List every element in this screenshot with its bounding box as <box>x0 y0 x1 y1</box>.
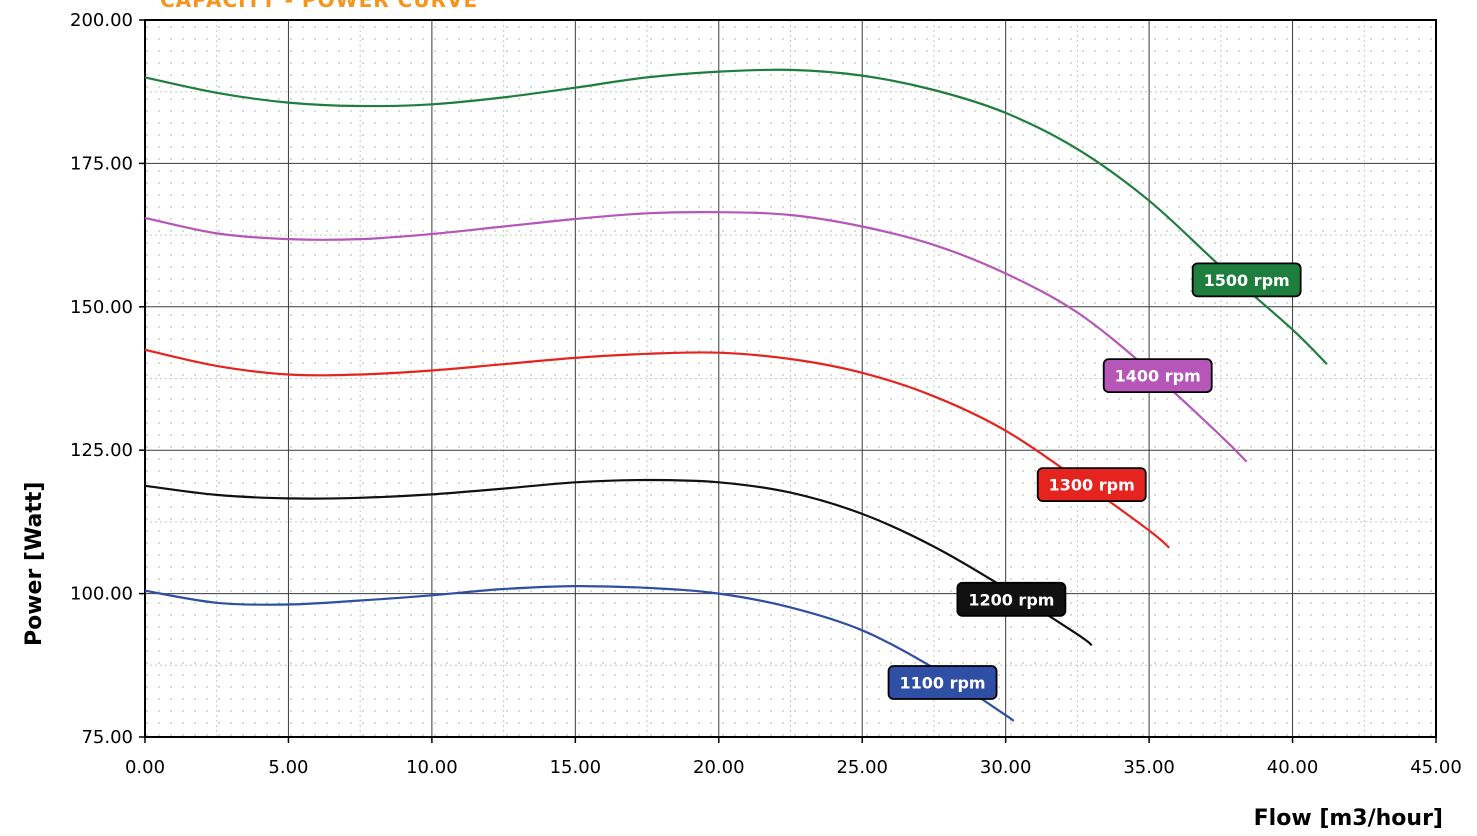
series-line-1500-rpm <box>144 68 1328 365</box>
x-tick-label: 20.00 <box>693 757 745 778</box>
x-tick-label: 5.00 <box>268 757 308 778</box>
y-axis-label: Power [Watt] <box>22 481 47 646</box>
y-tick-label: 175.00 <box>70 153 133 174</box>
series-label-1100-rpm: 1100 rpm <box>899 674 985 693</box>
y-tick-label: 100.00 <box>70 584 133 605</box>
series-label-1200-rpm: 1200 rpm <box>968 590 1054 609</box>
x-tick-label: 0.00 <box>125 757 165 778</box>
series-line-1200-rpm <box>144 478 1093 647</box>
series-label-1500-rpm: 1500 rpm <box>1204 271 1290 290</box>
x-tick-label: 35.00 <box>1123 757 1175 778</box>
x-tick-label: 45.00 <box>1410 757 1462 778</box>
series-label-box-1200-rpm <box>956 581 1067 617</box>
series-line-1100-rpm <box>144 584 1015 722</box>
x-tick-label: 30.00 <box>980 757 1032 778</box>
chart-title: CAPACITY - POWER CURVE <box>160 0 479 12</box>
plot-frame <box>144 19 1437 738</box>
y-tick-label: 200.00 <box>70 10 133 31</box>
series-line-1300-rpm <box>144 348 1170 549</box>
series-label-1300-rpm: 1300 rpm <box>1049 476 1135 495</box>
y-tick-label: 125.00 <box>70 440 133 461</box>
series-label-1400-rpm: 1400 rpm <box>1115 367 1201 386</box>
series-line-1400-rpm <box>144 210 1248 463</box>
x-tick-label: 40.00 <box>1267 757 1319 778</box>
x-tick-label: 15.00 <box>550 757 602 778</box>
series-label-box-1300-rpm <box>1036 467 1147 503</box>
x-axis-label: Flow [m3/hour] <box>1253 806 1443 831</box>
series-label-box-1500-rpm <box>1191 262 1302 298</box>
series-label-box-1100-rpm <box>887 665 998 700</box>
x-tick-label: 25.00 <box>836 757 888 778</box>
y-tick-label: 75.00 <box>81 727 133 748</box>
x-tick-label: 10.00 <box>406 757 458 778</box>
series-label-box-1400-rpm <box>1102 358 1213 394</box>
y-tick-label: 150.00 <box>70 297 133 318</box>
